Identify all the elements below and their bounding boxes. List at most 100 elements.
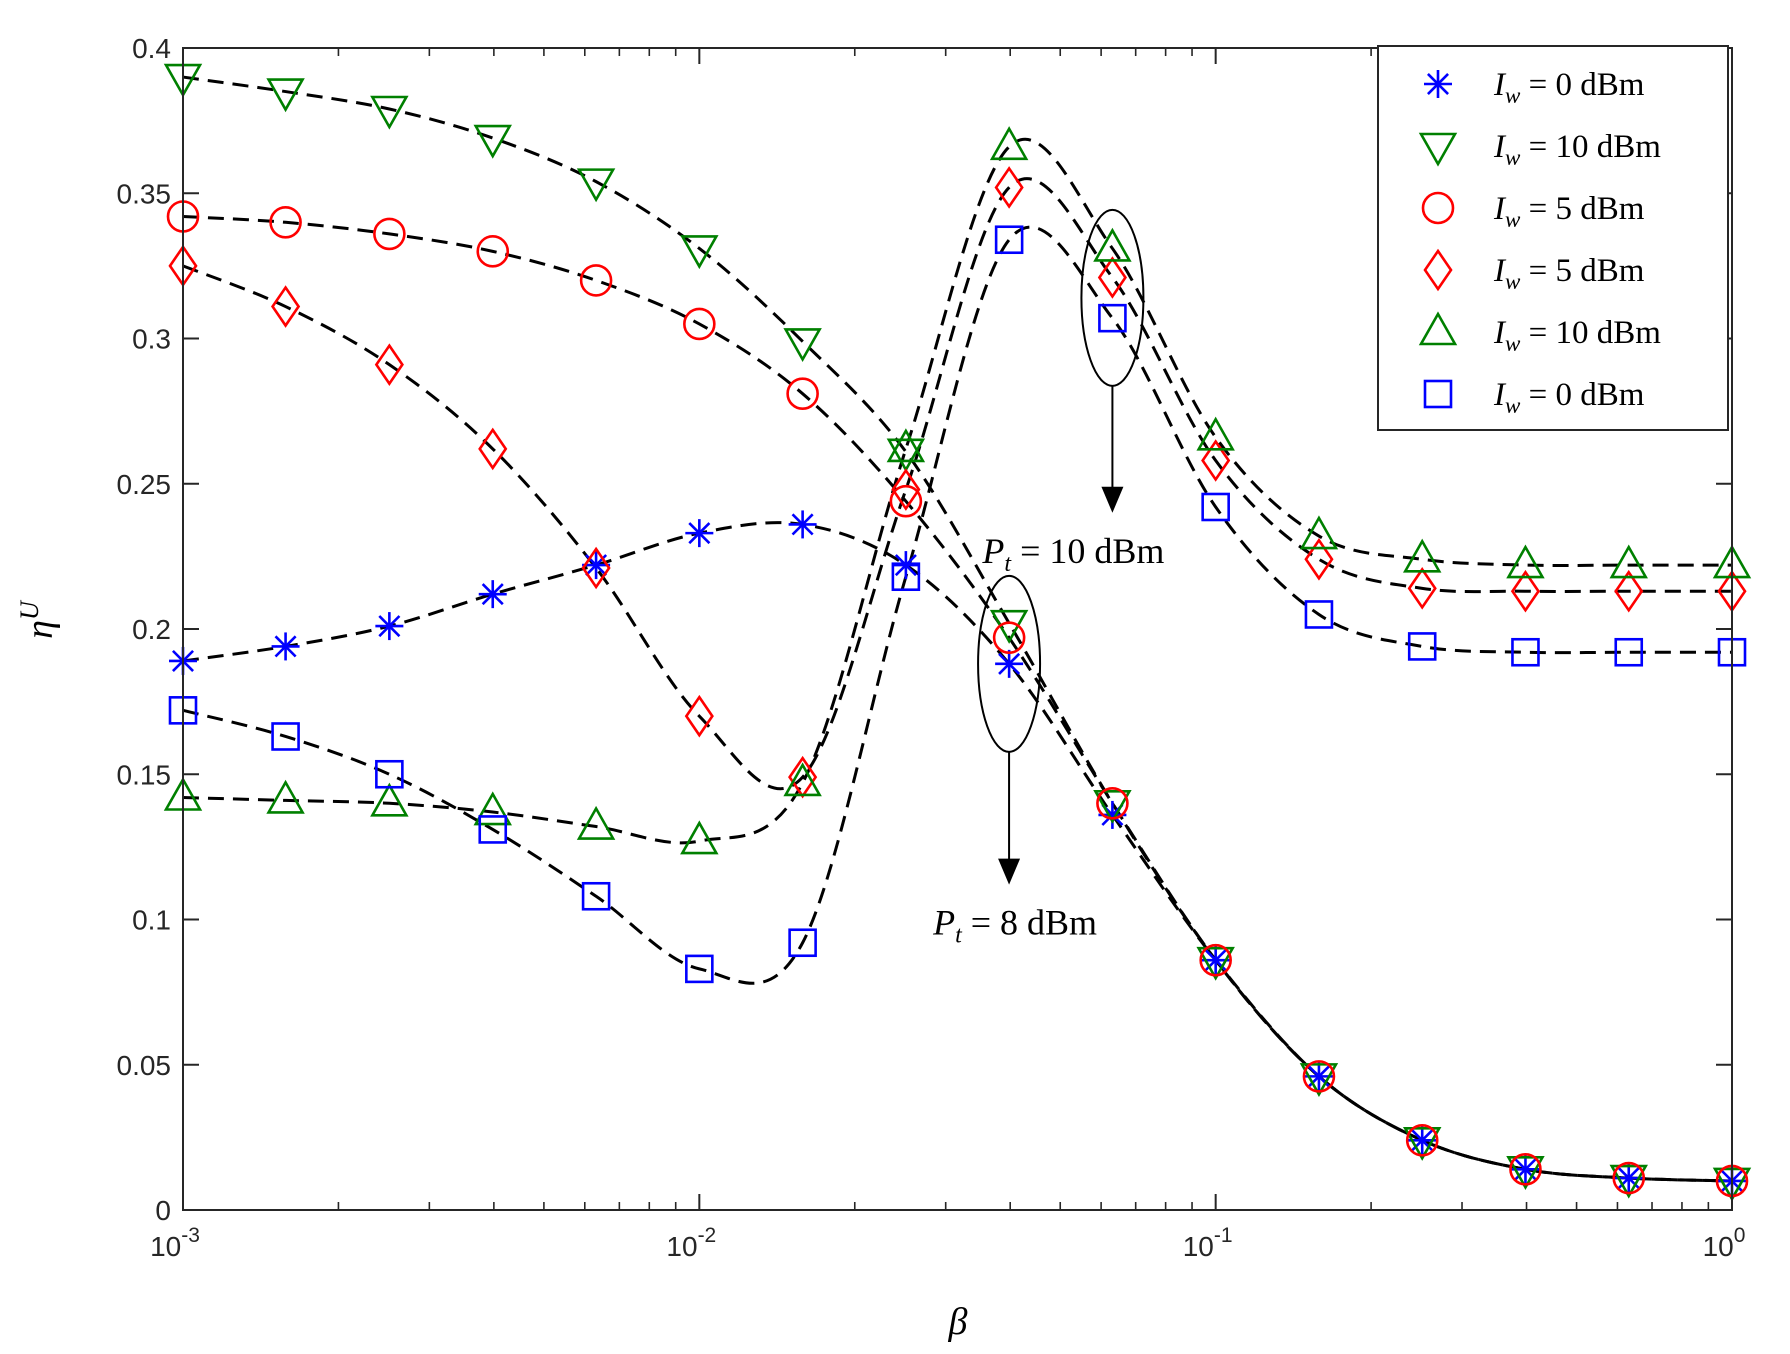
- legend-label-symbol: I: [1493, 377, 1507, 413]
- data-point-4-2: [370, 782, 409, 817]
- legend-entry-0: Iw = 0 dBm: [1424, 67, 1645, 108]
- data-point-3-5: [684, 694, 714, 738]
- data-point-4-4: [576, 805, 616, 840]
- data-point-1-13: [1506, 1156, 1545, 1190]
- annotation-label-subscript: t: [955, 923, 963, 949]
- data-point-0-7: [891, 551, 920, 580]
- data-point-1-3: [473, 124, 512, 159]
- legend-marker: [1418, 311, 1458, 346]
- legend-entry-3: Iw = 5 dBm: [1423, 248, 1645, 294]
- annotation-label-subscript: t: [1004, 551, 1012, 577]
- y-axis-label-symbol: η: [19, 620, 61, 639]
- data-point-2-10: [1199, 943, 1232, 977]
- x-tick-label-base: 10: [150, 1231, 181, 1262]
- data-point-3-12: [1407, 567, 1437, 610]
- data-point-3-11: [1304, 537, 1334, 581]
- x-tick-label: 10-2: [666, 1224, 716, 1262]
- data-point-4-3: [473, 791, 512, 826]
- data-point-5-6: [788, 928, 817, 958]
- data-point-1-12: [1402, 1126, 1442, 1161]
- data-point-3-3: [478, 427, 508, 471]
- y-axis-label: ηU: [15, 599, 61, 639]
- y-tick-label: 0.15: [117, 759, 172, 790]
- data-point-5-4: [581, 881, 611, 911]
- legend-label-subscript: w: [1505, 393, 1521, 418]
- data-point-3-2: [374, 343, 404, 386]
- legend-label-subscript: w: [1505, 269, 1521, 294]
- data-point-4-11: [1299, 515, 1339, 550]
- data-point-5-14: [1614, 637, 1644, 667]
- legend-entry-5: Iw = 0 dBm: [1423, 377, 1645, 418]
- legend-entry-4: Iw = 10 dBm: [1418, 311, 1661, 356]
- legend-label-value: 0 dBm: [1555, 377, 1644, 413]
- data-point-1-6: [783, 328, 822, 363]
- star-stroke: [481, 583, 504, 606]
- data-point-1-7: [886, 438, 926, 473]
- legend-label-symbol: I: [1493, 129, 1507, 165]
- data-point-5-2: [375, 759, 404, 789]
- annotation-label: Pt = 8 dBm: [932, 903, 1097, 949]
- pt-8-annotation: Pt = 8 dBm: [932, 574, 1097, 949]
- data-point-0-3: [478, 580, 507, 609]
- data-point-1-4: [576, 168, 616, 203]
- data-point-1-9: [1093, 789, 1132, 824]
- legend-entry-1: Iw = 10 dBm: [1418, 129, 1661, 170]
- series-line-5: [182, 225, 1732, 985]
- legend-label-value: 10 dBm: [1555, 129, 1661, 165]
- data-point-0-6: [788, 510, 817, 539]
- x-tick-label: 100: [1703, 1224, 1746, 1262]
- y-tick-label: 0.05: [117, 1050, 172, 1081]
- legend-label-symbol: I: [1493, 253, 1507, 289]
- y-tick-label: 0.35: [117, 178, 172, 209]
- legend-label-operator: =: [1520, 129, 1555, 165]
- data-point-5-1: [271, 722, 300, 751]
- data-point-3-10: [1201, 439, 1231, 482]
- data-point-3-1: [270, 285, 301, 328]
- series-line-0: [182, 521, 1733, 1183]
- star-stroke: [791, 513, 814, 536]
- legend-label-value: 5 dBm: [1555, 191, 1644, 227]
- data-point-2-2: [373, 217, 406, 251]
- data-point-3-13: [1510, 569, 1541, 613]
- annotation-arrow-head: [998, 858, 1021, 885]
- y-tick-label: 0.25: [117, 469, 172, 500]
- legend-label-value: 5 dBm: [1555, 253, 1644, 289]
- data-point-2-6: [786, 377, 819, 410]
- y-tick-label: 0: [155, 1195, 171, 1226]
- data-point-2-5: [683, 307, 716, 341]
- series-line-2: [182, 214, 1733, 1183]
- data-point-2-7: [889, 484, 923, 518]
- star-stroke: [894, 554, 917, 577]
- data-point-4-6: [783, 762, 822, 797]
- data-point-4-8: [989, 126, 1029, 161]
- legend-label-operator: =: [1520, 315, 1555, 351]
- data-point-1-11: [1299, 1063, 1339, 1098]
- star-stroke: [1427, 73, 1449, 95]
- star-stroke: [378, 615, 401, 638]
- x-tick-label-base: 10: [1183, 1231, 1214, 1262]
- y-axis-label-superscript: U: [15, 599, 44, 620]
- data-point-3-14: [1614, 569, 1644, 613]
- annotation-label-operator: =: [1011, 531, 1049, 571]
- x-tick-label-base: 10: [1703, 1231, 1734, 1262]
- data-point-0-2: [375, 612, 404, 641]
- data-point-2-14: [1612, 1161, 1646, 1195]
- annotations: Pt = 10 dBm Pt = 8 dBm: [932, 208, 1164, 949]
- x-tick-label-exponent: -3: [181, 1224, 200, 1247]
- legend-label-value: 10 dBm: [1555, 315, 1661, 351]
- data-point-3-8: [994, 166, 1024, 209]
- star-stroke: [274, 635, 297, 658]
- data-point-4-13: [1506, 544, 1545, 579]
- data-point-4-10: [1196, 416, 1235, 451]
- data-point-4-9: [1093, 227, 1132, 262]
- data-point-4-12: [1402, 538, 1442, 573]
- legend-marker: [1423, 379, 1453, 409]
- pt-10-annotation: Pt = 10 dBm: [981, 208, 1164, 577]
- data-point-5-7: [891, 562, 921, 592]
- data-point-1-14: [1609, 1164, 1648, 1199]
- legend-label: Iw = 5 dBm: [1493, 253, 1645, 294]
- data-point-2-9: [1096, 786, 1129, 820]
- data-point-2-1: [269, 206, 302, 239]
- star-stroke: [998, 652, 1021, 675]
